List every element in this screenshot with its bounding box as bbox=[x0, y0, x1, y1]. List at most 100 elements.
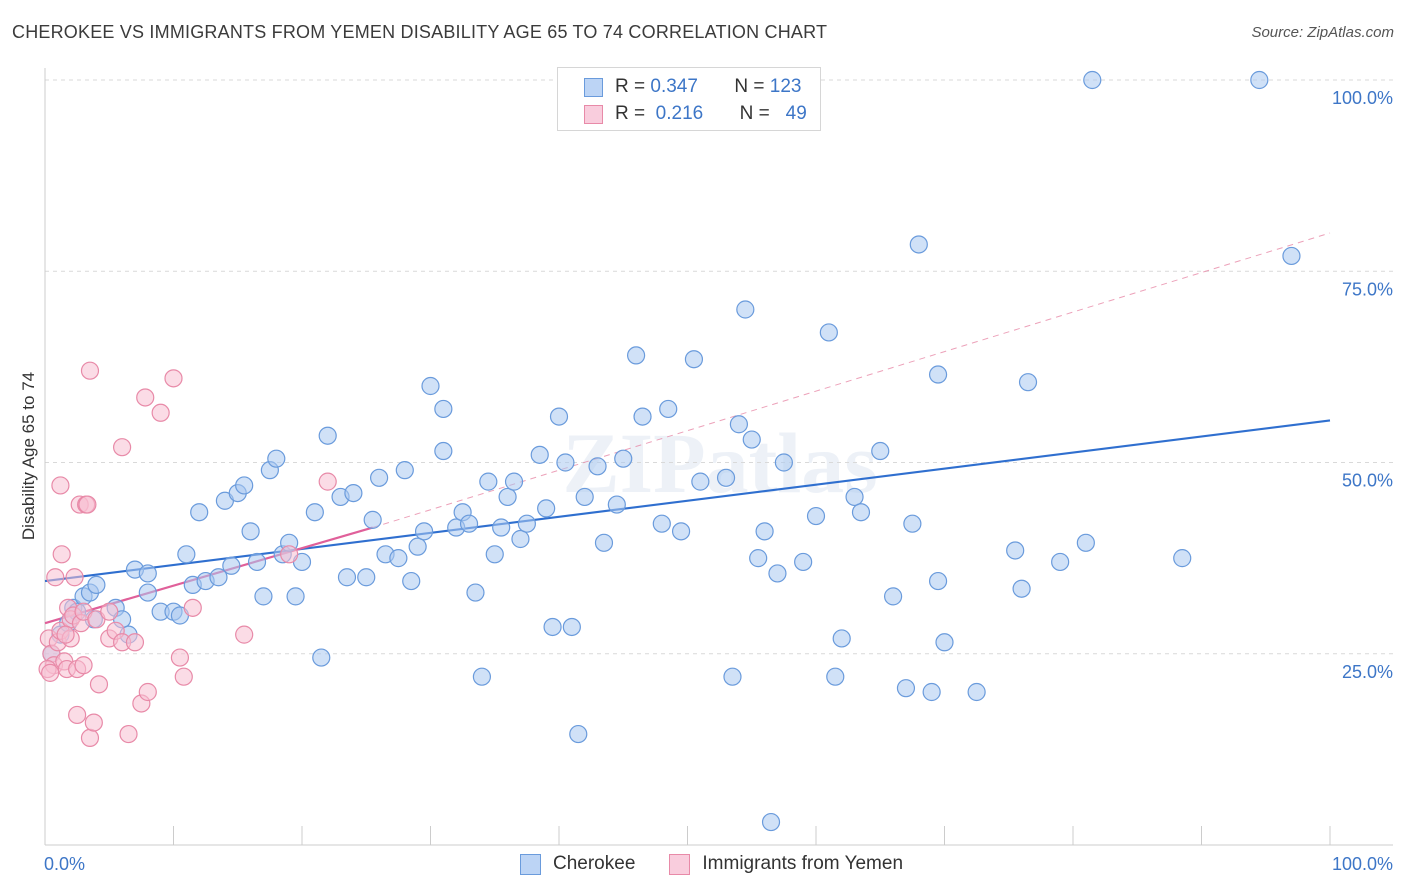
cherokee-point bbox=[504, 472, 524, 491]
yemen-point bbox=[84, 713, 103, 732]
cherokee-point bbox=[909, 235, 928, 254]
cherokee-point bbox=[871, 441, 890, 461]
cherokee-point bbox=[652, 514, 671, 533]
y-tick-label: 75.0% bbox=[1342, 279, 1393, 299]
legend-n-label: N = bbox=[739, 103, 770, 124]
cherokee-point bbox=[363, 510, 382, 529]
yemen-point bbox=[52, 545, 71, 564]
yemen-point bbox=[125, 633, 145, 652]
cherokee-point bbox=[1083, 70, 1102, 90]
cherokee-point bbox=[472, 667, 491, 686]
legend-n-label: N = bbox=[734, 76, 765, 97]
y-axis-label: Disability Age 65 to 74 bbox=[19, 372, 38, 540]
yemen-point bbox=[174, 667, 193, 686]
cherokee-point bbox=[614, 449, 633, 468]
cherokee-point bbox=[742, 430, 761, 449]
cherokee-point bbox=[247, 552, 267, 572]
cherokee-point bbox=[389, 549, 408, 568]
legend-n-value: 123 bbox=[769, 76, 802, 97]
cherokee-point bbox=[1282, 246, 1301, 266]
cherokee-point bbox=[241, 522, 260, 541]
bottom-legend-yemen: Immigrants from Yemen bbox=[669, 853, 903, 875]
cherokee-point bbox=[414, 522, 434, 541]
cherokee-point bbox=[691, 472, 710, 491]
cherokee-point bbox=[1018, 373, 1038, 392]
yemen-point bbox=[74, 656, 93, 675]
cherokee-point bbox=[370, 468, 389, 487]
cherokee-point bbox=[774, 453, 793, 472]
cherokee-point bbox=[684, 350, 704, 369]
cherokee-point bbox=[517, 514, 536, 533]
cherokee-point bbox=[607, 495, 626, 514]
cherokee-point bbox=[318, 426, 337, 445]
cherokee-point bbox=[928, 571, 948, 591]
bottom-legend: Cherokee Immigrants from Yemen bbox=[520, 851, 937, 877]
cherokee-point bbox=[883, 587, 903, 606]
chart-title: CHEROKEE VS IMMIGRANTS FROM YEMEN DISABI… bbox=[12, 22, 828, 42]
legend-row-yemen: R = 0.216 N = 49 bbox=[584, 101, 807, 127]
cherokee-point bbox=[530, 445, 549, 464]
legend: R = 0.347 N = 123 R = 0.216 N = 49 bbox=[557, 67, 821, 131]
x-tick-label: 0.0% bbox=[44, 854, 85, 874]
yemen-point bbox=[65, 568, 84, 587]
cherokee-point bbox=[537, 499, 556, 518]
yemen-point bbox=[56, 625, 75, 644]
cherokee-point bbox=[556, 453, 575, 472]
yemen-point bbox=[119, 724, 138, 744]
legend-row-cherokee: R = 0.347 N = 123 bbox=[584, 74, 801, 100]
yemen-point bbox=[183, 598, 202, 617]
legend-r-label: R = bbox=[615, 103, 646, 124]
cherokee-point bbox=[736, 300, 755, 319]
cherokee-point bbox=[806, 506, 826, 526]
yemen-point bbox=[46, 568, 65, 587]
bottom-legend-label-cherokee: Cherokee bbox=[553, 853, 636, 874]
cherokee-point bbox=[832, 629, 851, 648]
cherokee-point bbox=[761, 812, 781, 832]
cherokee-point bbox=[254, 587, 273, 606]
cherokee-point bbox=[138, 583, 157, 602]
cherokee-point bbox=[434, 399, 453, 419]
cherokee-point bbox=[209, 568, 228, 587]
legend-swatch-yemen bbox=[584, 104, 603, 124]
yemen-point bbox=[170, 648, 190, 667]
cherokee-point bbox=[659, 399, 678, 419]
cherokee-point bbox=[749, 549, 768, 568]
cherokee-point bbox=[851, 503, 871, 522]
cherokee-point bbox=[967, 682, 986, 702]
yemen-point bbox=[51, 476, 70, 495]
yemen-point bbox=[151, 403, 170, 422]
cherokee-point bbox=[402, 571, 421, 591]
cherokee-point bbox=[485, 545, 504, 564]
legend-r-value: 0.216 bbox=[655, 103, 704, 124]
cherokee-point bbox=[716, 468, 736, 487]
cherokee-point bbox=[1076, 533, 1095, 552]
cherokee-point bbox=[633, 407, 652, 426]
cherokee-point bbox=[492, 518, 511, 537]
cherokee-point bbox=[729, 415, 749, 434]
yemen-point bbox=[100, 602, 119, 621]
cherokee-point bbox=[543, 617, 562, 637]
cherokee-point bbox=[569, 724, 588, 744]
legend-r-label: R = bbox=[615, 76, 646, 97]
cherokee-point bbox=[1051, 552, 1070, 572]
yemen-point bbox=[78, 495, 97, 514]
yemen-point bbox=[318, 472, 337, 491]
bottom-legend-cherokee: Cherokee bbox=[520, 853, 635, 875]
cherokee-point bbox=[626, 346, 646, 365]
cherokee-point bbox=[1006, 541, 1025, 560]
cherokee-point bbox=[305, 503, 324, 522]
cherokee-point bbox=[312, 648, 331, 667]
yemen-point bbox=[68, 705, 87, 725]
cherokee-point bbox=[671, 522, 691, 541]
cherokee-point bbox=[549, 407, 569, 426]
yemen-trend-extension bbox=[372, 232, 1331, 529]
yemen-point bbox=[80, 728, 100, 748]
cherokee-point bbox=[434, 441, 453, 461]
legend-swatch-cherokee bbox=[584, 77, 603, 97]
yemen-point bbox=[89, 675, 109, 694]
cherokee-point bbox=[235, 476, 254, 495]
cherokee-point bbox=[222, 556, 241, 575]
chart-source: Source: ZipAtlas.com bbox=[1251, 24, 1394, 41]
x-tick-label: 100.0% bbox=[1332, 854, 1393, 874]
